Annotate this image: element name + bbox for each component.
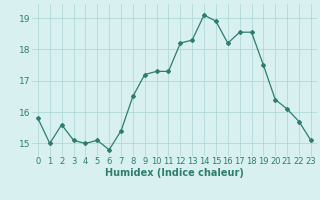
X-axis label: Humidex (Indice chaleur): Humidex (Indice chaleur) [105, 168, 244, 178]
